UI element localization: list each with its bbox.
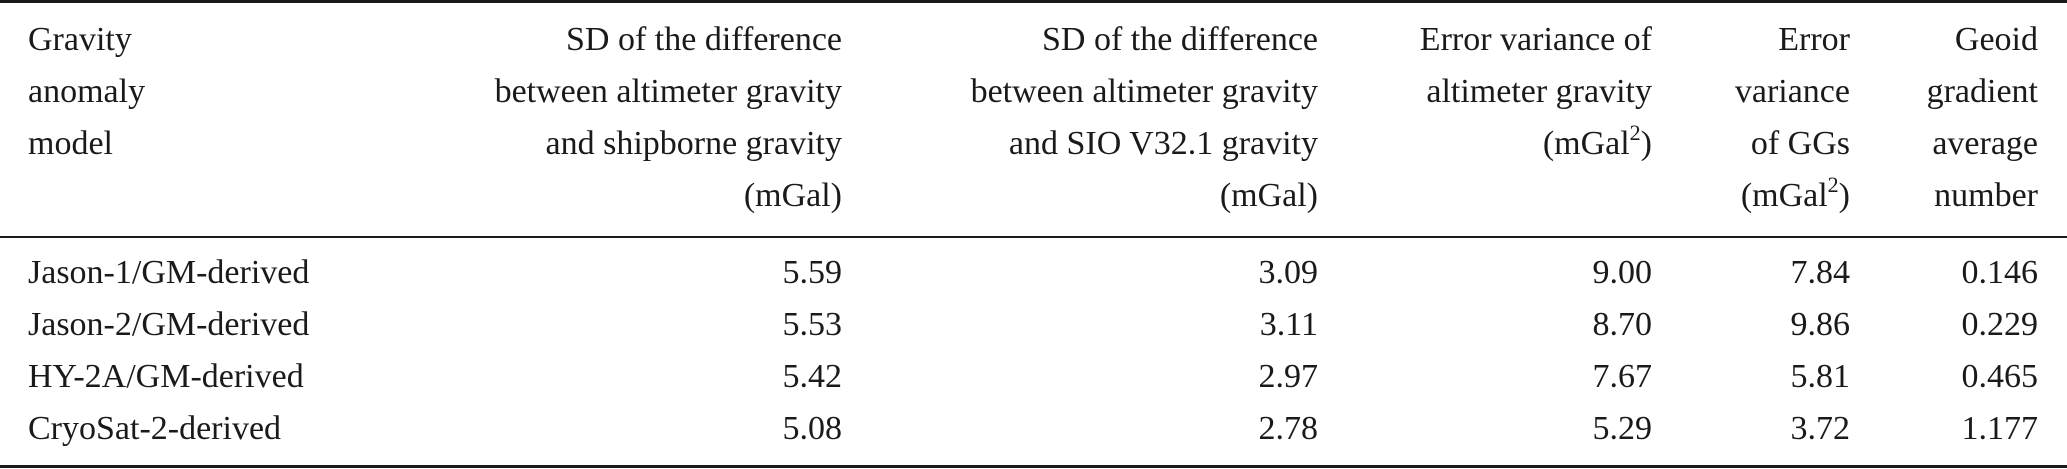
header-unit: (mGal2) [1330, 118, 1652, 170]
header-text: Error [1778, 21, 1850, 58]
unit-exponent: 2 [1827, 172, 1839, 197]
bottom-rule [0, 465, 2067, 468]
unit-exponent: 2 [1629, 120, 1641, 145]
table-cell: 5.53 [782, 306, 843, 343]
table-cell: 1.177 [1961, 410, 2039, 447]
table-cell: 5.42 [782, 358, 843, 395]
table-cell-model: HY-2A/GM-derived [28, 358, 304, 395]
table-cell: 5.29 [1592, 410, 1653, 447]
table-cell: 0.146 [1961, 254, 2039, 291]
header-gravity-anomaly-model: Gravity anomaly model [28, 14, 388, 170]
header-text: SD of the difference [566, 21, 842, 58]
table-cell-model: Jason-2/GM-derived [28, 306, 310, 343]
header-text: between altimeter gravity [494, 73, 842, 110]
header-error-variance-ggs: Error variance of GGs (mGal2) [1664, 14, 1850, 222]
table-cell: 7.84 [1790, 254, 1851, 291]
table-row: Jason-2/GM-derived 5.53 3.11 8.70 9.86 0… [0, 299, 2067, 351]
table-cell: 5.59 [782, 254, 843, 291]
table-cell: 5.08 [782, 410, 843, 447]
header-text: average [1932, 125, 2038, 162]
header-geoid-gradient-average-number: Geoid gradient average number [1862, 14, 2038, 222]
unit-text: (mGal [1542, 125, 1630, 162]
table-cell: 2.97 [1258, 358, 1319, 395]
header-text: of GGs [1750, 125, 1850, 162]
header-sd-shipborne: SD of the difference between altimeter g… [400, 14, 842, 222]
table-cell-model: Jason-1/GM-derived [28, 254, 310, 291]
table-cell: 3.72 [1790, 410, 1851, 447]
header-text: anomaly [28, 73, 146, 110]
header-text: altimeter gravity [1426, 73, 1652, 110]
header-text: number [1934, 177, 2038, 214]
table-cell: 9.86 [1790, 306, 1851, 343]
header-unit: (mGal2) [1664, 170, 1850, 222]
header-text: between altimeter gravity [970, 73, 1318, 110]
unit-text: (mGal [1740, 177, 1828, 214]
table-row: CryoSat-2-derived 5.08 2.78 5.29 3.72 1.… [0, 403, 2067, 455]
header-rule [0, 236, 2067, 238]
header-text: (mGal) [1219, 177, 1318, 214]
table-cell: 8.70 [1592, 306, 1653, 343]
header-text: Error variance of [1419, 21, 1652, 58]
header-text: variance [1734, 73, 1850, 110]
unit-close: ) [1640, 125, 1652, 162]
table-cell: 9.00 [1592, 254, 1653, 291]
header-text: Gravity [28, 21, 132, 58]
top-rule [0, 0, 2067, 3]
table-cell: 3.09 [1258, 254, 1319, 291]
header-error-variance-altimeter: Error variance of altimeter gravity (mGa… [1330, 14, 1652, 170]
header-text: SD of the difference [1042, 21, 1318, 58]
table-cell: 2.78 [1258, 410, 1319, 447]
table-cell-model: CryoSat-2-derived [28, 410, 282, 447]
header-text: Geoid [1954, 21, 2038, 58]
header-text: (mGal) [743, 177, 842, 214]
header-text: and SIO V32.1 gravity [1008, 125, 1318, 162]
table-cell: 7.67 [1592, 358, 1653, 395]
header-text: and shipborne gravity [545, 125, 843, 162]
header-text: gradient [1926, 73, 2038, 110]
unit-close: ) [1838, 177, 1850, 214]
header-sd-sio: SD of the difference between altimeter g… [850, 14, 1318, 222]
table-row: Jason-1/GM-derived 5.59 3.09 9.00 7.84 0… [0, 247, 2067, 299]
table-cell: 0.465 [1961, 358, 2039, 395]
table-cell: 0.229 [1961, 306, 2039, 343]
table-cell: 3.11 [1259, 306, 1318, 343]
table-row: HY-2A/GM-derived 5.42 2.97 7.67 5.81 0.4… [0, 351, 2067, 403]
table-cell: 5.81 [1790, 358, 1851, 395]
header-text: model [28, 125, 113, 162]
